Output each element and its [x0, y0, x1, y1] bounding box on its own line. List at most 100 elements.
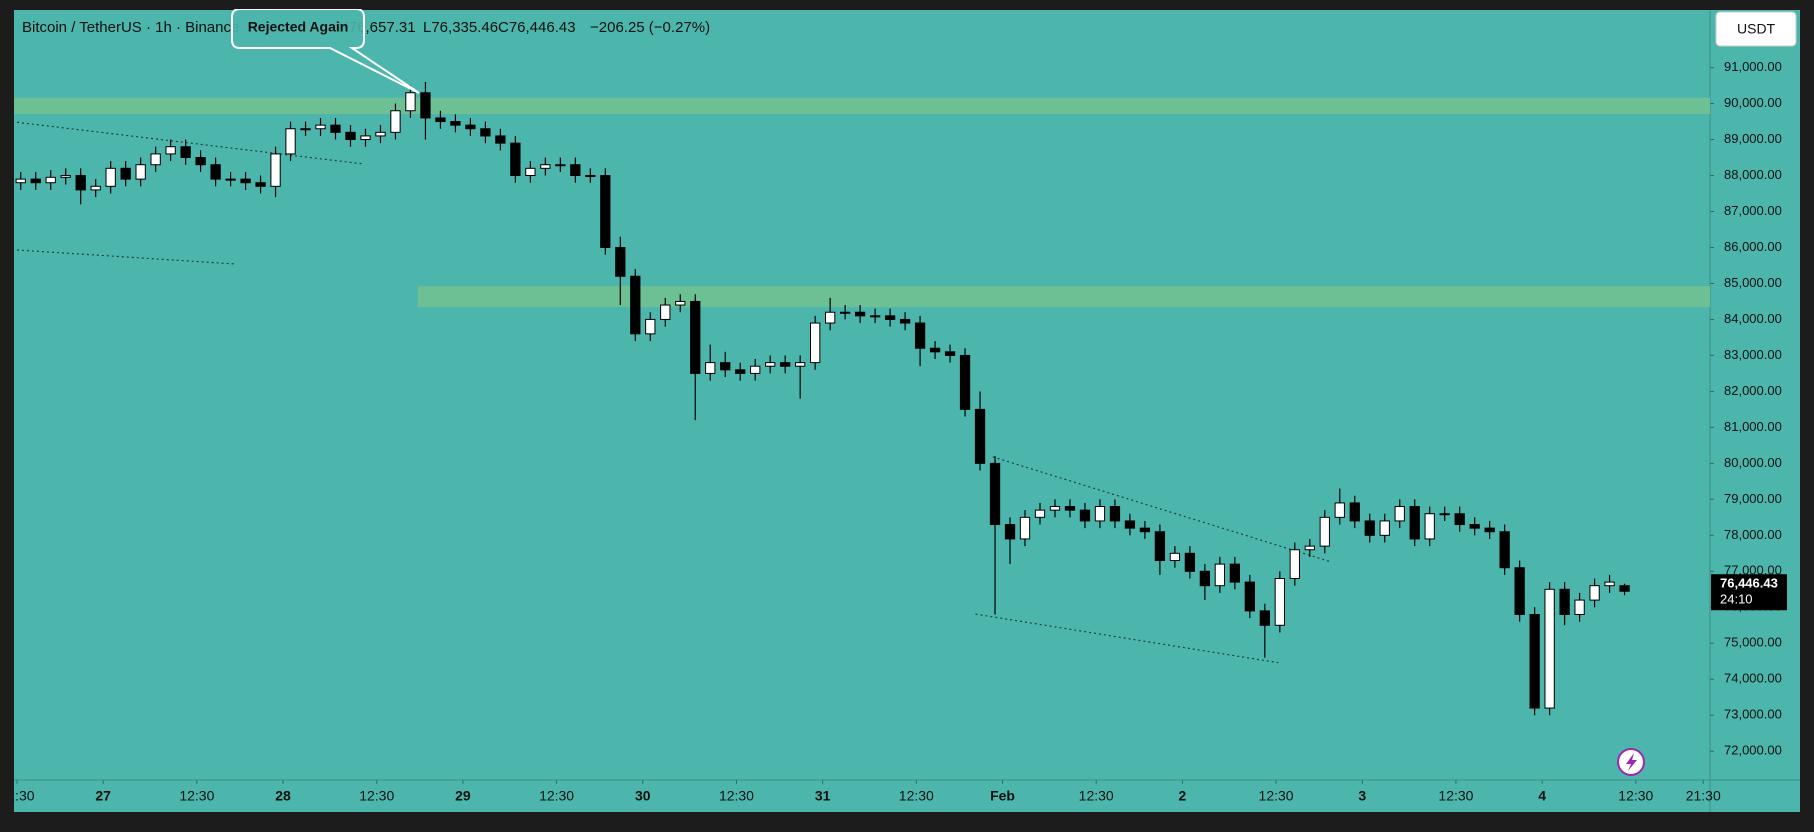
candle-body	[585, 175, 596, 178]
candle-body	[690, 300, 701, 374]
ohlc-low: L76,335.46	[423, 19, 498, 36]
candle-body	[1274, 578, 1285, 626]
frame-top	[0, 0, 1814, 9]
candle-body	[1439, 513, 1450, 516]
x-tick-label: 21:30	[1686, 788, 1721, 804]
lightning-icon[interactable]	[1626, 753, 1637, 771]
candle-body	[914, 322, 926, 349]
candle-body	[1544, 588, 1555, 709]
candle-body	[810, 322, 821, 364]
candle-body	[1079, 509, 1091, 522]
candle-body	[15, 178, 26, 184]
candle-body	[405, 92, 416, 112]
currency-button-text[interactable]: USDT	[1737, 21, 1776, 37]
candle-body	[1064, 506, 1076, 511]
trendline	[992, 456, 1331, 563]
y-tick-label: 77,000.00	[1724, 563, 1782, 578]
candle-body	[1364, 520, 1375, 536]
candle-body	[1244, 581, 1255, 612]
trendline	[16, 121, 365, 165]
candle-body	[869, 315, 881, 318]
trendline	[975, 613, 1279, 664]
candle-body	[1289, 549, 1300, 580]
candle-body	[1409, 506, 1420, 540]
y-tick-label: 86,000.00	[1724, 239, 1782, 254]
x-tick-label: 12:30	[1259, 788, 1294, 804]
x-tick-label: 3	[1358, 788, 1366, 804]
callout-text: Rejected Again	[248, 19, 349, 35]
x-tick-label: 12:30	[1618, 788, 1653, 804]
last-price-marker	[1711, 574, 1787, 611]
candle-body	[854, 311, 866, 317]
countdown: 24:10	[1720, 592, 1753, 607]
candle-body	[45, 176, 56, 184]
candle-body	[420, 92, 431, 119]
candle-body	[795, 362, 806, 367]
x-tick-label: 12:30	[359, 788, 394, 804]
candle-body	[570, 164, 581, 177]
candle-body	[615, 246, 626, 277]
candles	[15, 81, 1630, 716]
x-tick-label: 29	[455, 788, 471, 804]
candle-body	[675, 300, 686, 306]
currency-button-box[interactable]	[1715, 11, 1797, 47]
currency-button[interactable]: USDT	[1715, 11, 1797, 47]
trendlines	[16, 121, 1331, 664]
candle-body	[210, 164, 221, 180]
candle-body	[1184, 552, 1196, 572]
candle-body	[120, 167, 131, 180]
candle-body	[1514, 567, 1525, 615]
y-tick-label: 85,000.00	[1724, 275, 1782, 290]
candle-body	[285, 128, 296, 155]
candle-body	[735, 369, 746, 374]
y-tick-label: 91,000.00	[1724, 59, 1782, 74]
x-tick-label: 12:30	[719, 788, 754, 804]
candle-body	[75, 175, 86, 191]
candle-body	[1559, 588, 1570, 615]
candle-body	[630, 275, 641, 335]
candle-body	[765, 362, 776, 367]
candle-body	[1304, 545, 1315, 551]
y-tick-label: 74,000.00	[1724, 671, 1782, 686]
candle-body	[1469, 524, 1480, 529]
candle-body	[1349, 502, 1360, 522]
candle-body	[1094, 506, 1106, 522]
x-tick-label: 30	[635, 788, 651, 804]
candle-body	[165, 146, 176, 155]
x-tick-label: 12:30	[179, 788, 214, 804]
y-tick-label: 72,000.00	[1724, 743, 1782, 758]
y-tick-label: 87,000.00	[1724, 203, 1782, 218]
candle-body	[1019, 516, 1031, 540]
candle-body	[135, 164, 146, 180]
candle-body	[929, 347, 941, 353]
candle-body	[480, 128, 491, 137]
y-tick-label: 73,000.00	[1724, 707, 1782, 722]
lightning-button[interactable]	[1617, 748, 1645, 776]
last-price-label: 76,446.43	[1720, 576, 1778, 591]
candle-body	[1109, 506, 1121, 522]
y-tick-label: 81,000.00	[1724, 419, 1782, 434]
candle-body	[660, 304, 671, 320]
x-tick-label: 4	[1538, 788, 1546, 804]
candle-body	[1499, 531, 1510, 569]
candle-body	[705, 362, 716, 374]
chart-background	[14, 10, 1800, 812]
candle-body	[1049, 506, 1061, 511]
candle-body	[1589, 585, 1600, 601]
candle-body	[1394, 506, 1405, 522]
x-tick-label: 12:30	[1438, 788, 1473, 804]
candle-body	[1034, 509, 1046, 518]
callout-box	[231, 8, 420, 94]
ohlc-change: −206.25 (−0.27%)	[590, 19, 710, 36]
x-tick-label: 12:30	[1079, 788, 1114, 804]
candle-body	[60, 175, 71, 178]
candle-body	[195, 157, 206, 166]
x-tick-label: 31	[815, 788, 831, 804]
candle-body	[1199, 570, 1211, 587]
y-tick-label: 89,000.00	[1724, 131, 1782, 146]
candle-body	[1004, 524, 1016, 540]
candle-body	[1139, 527, 1151, 533]
candle-body	[465, 124, 476, 130]
